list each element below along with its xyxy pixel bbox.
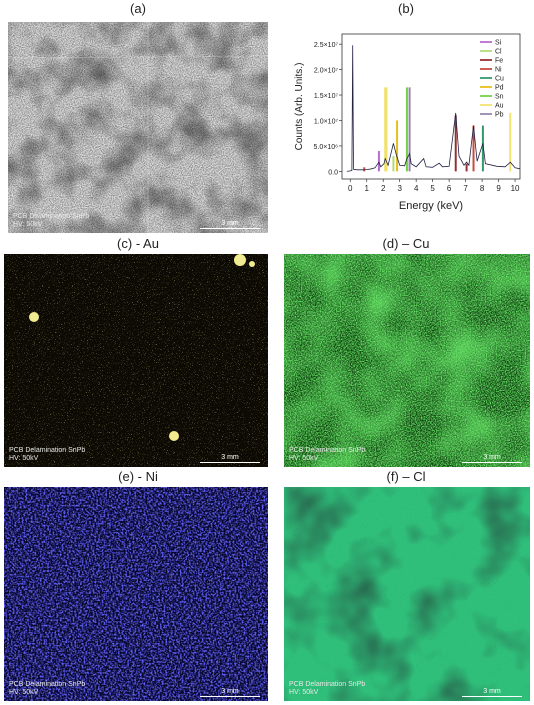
panel-e-scalebar: 3 mm	[200, 688, 260, 697]
panel-e-scale-label: 3 mm	[221, 688, 239, 695]
y-tick-label: 5.0×10⁶	[314, 144, 339, 151]
x-tick-label: 6	[447, 184, 452, 193]
cl-map-image	[284, 487, 530, 701]
panel-c-scalebar: 3 mm	[200, 454, 260, 463]
legend-label-cu: Cu	[495, 76, 504, 83]
panel-b-label: (b)	[398, 1, 414, 16]
sem-image	[8, 22, 268, 233]
panel-a-hv: HV: 50kV	[13, 221, 43, 228]
panel-d-hv: HV: 50kV	[289, 455, 319, 462]
x-tick-label: 5	[430, 184, 435, 193]
panel-d-label: (d) – Cu	[382, 236, 430, 251]
legend-label-pd: Pd	[495, 85, 504, 92]
x-axis-label: Energy (keV)	[399, 200, 463, 212]
legend-label-cl: Cl	[495, 49, 502, 56]
panel-f-label: (f) – Cl	[386, 469, 426, 484]
y-tick-label: 2.5×10⁷	[314, 42, 339, 49]
y-tick-label: 2.0×10⁷	[314, 68, 339, 75]
cu-map-panel: PCB Delamination SnPb HV: 50kV 3 mm	[284, 254, 530, 467]
panel-c-label: (c) - Au	[117, 236, 159, 251]
x-tick-label: 1	[364, 184, 369, 193]
legend-label-sn: Sn	[495, 94, 504, 101]
x-tick-label: 9	[496, 184, 501, 193]
ni-map-image	[4, 487, 268, 701]
panel-d-scalebar: 3 mm	[462, 454, 522, 463]
ni-map-panel: PCB Delamination SnPb HV: 50kV 3 mm	[4, 487, 268, 701]
sem-image-panel: PCB Delamination SnPb HV: 50kV 3 mm	[8, 22, 268, 233]
panel-e-hv: HV: 50kV	[9, 689, 39, 696]
x-tick-label: 3	[397, 184, 402, 193]
panel-a-label: (a)	[130, 1, 146, 16]
x-tick-label: 2	[381, 184, 386, 193]
panel-d-caption: PCB Delamination SnPb	[289, 447, 366, 454]
cu-map-image	[284, 254, 530, 467]
legend-label-fe: Fe	[495, 58, 503, 65]
panel-f-caption: PCB Delamination SnPb	[289, 681, 366, 688]
panel-e-label: (e) - Ni	[118, 469, 158, 484]
y-tick-label: 1.0×10⁷	[314, 118, 339, 125]
cl-map-panel: PCB Delamination SnPb HV: 50kV 3 mm	[284, 487, 530, 701]
x-tick-label: 10	[511, 184, 520, 193]
panel-f-scalebar: 3 mm	[462, 688, 522, 697]
x-tick-label: 0	[348, 184, 353, 193]
panel-a-scale-label: 3 mm	[221, 220, 239, 227]
y-tick-label: 0.0	[328, 169, 338, 176]
x-tick-label: 8	[480, 184, 485, 193]
eds-spectrum-chart: 0 1 2 3 4 5 6 7 8 9 10 0.0 5.0×10⁶ 1.0×10⁷ 1.5×10⁷ 2.0×…	[294, 33, 521, 212]
panel-f-scale-label: 3 mm	[483, 688, 501, 695]
legend-label-pb: Pb	[495, 112, 504, 119]
legend-label-au: Au	[495, 103, 504, 110]
au-map-image	[4, 254, 268, 467]
legend-label-si: Si	[495, 40, 502, 47]
panel-c-hv: HV: 50kV	[9, 455, 39, 462]
y-tick-label: 1.5×10⁷	[314, 93, 339, 100]
legend-label-ni: Ni	[495, 67, 502, 74]
panel-e-caption: PCB Delamination SnPb	[9, 681, 86, 688]
au-map-panel: PCB Delamination SnPb HV: 50kV 3 mm	[4, 254, 268, 467]
y-axis-label: Counts (Arb. Units.)	[294, 63, 305, 151]
spectrum-line	[346, 45, 521, 172]
x-tick-label: 7	[463, 184, 468, 193]
panel-c-caption: PCB Delamination SnPb	[9, 447, 86, 454]
x-tick-label: 4	[414, 184, 419, 193]
panel-f-hv: HV: 50kV	[289, 689, 319, 696]
panel-a-caption: PCB Delamination SnPb	[13, 213, 90, 220]
panel-a-scalebar: 3 mm	[200, 220, 260, 229]
plot-frame	[341, 33, 521, 180]
panel-c-scale-label: 3 mm	[221, 454, 239, 461]
panel-d-scale-label: 3 mm	[483, 454, 501, 461]
